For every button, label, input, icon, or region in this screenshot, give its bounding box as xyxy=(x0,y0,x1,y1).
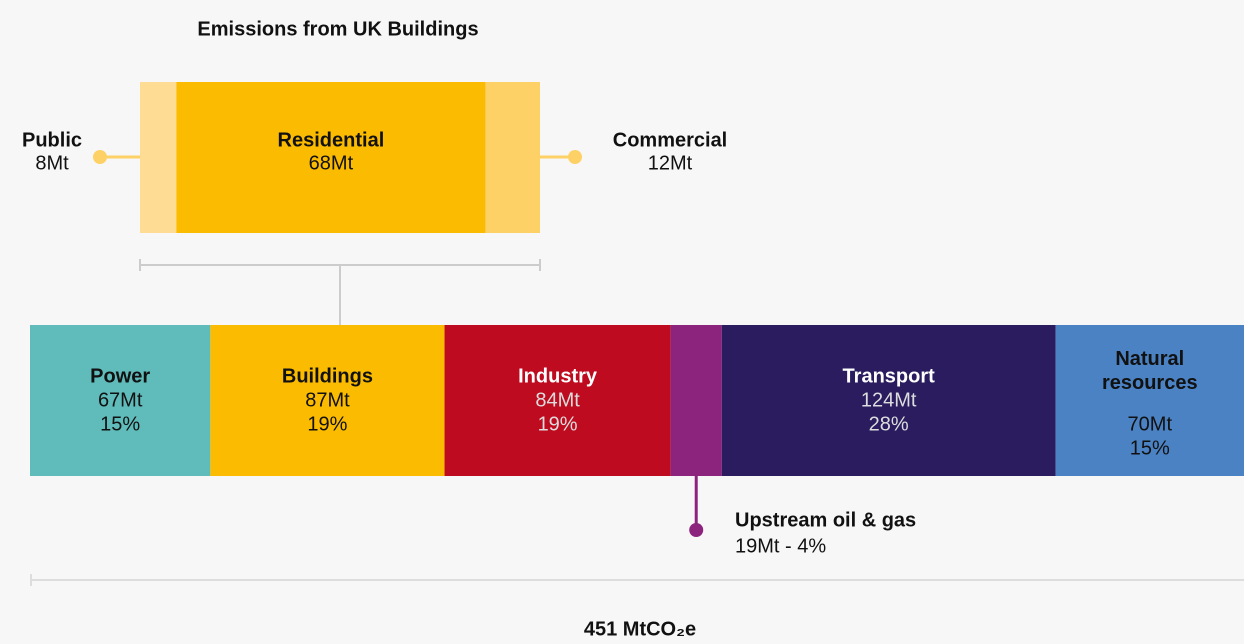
connector-dot xyxy=(93,150,107,164)
segment-percent: 28% xyxy=(869,413,909,435)
segment-label: Commercial xyxy=(613,129,728,151)
chart-title: Emissions from UK Buildings xyxy=(197,18,478,40)
segment-label: Natural resources xyxy=(1102,348,1198,394)
connector-dot xyxy=(568,150,582,164)
segment-label: Industry xyxy=(518,365,598,387)
segment-value: 67Mt xyxy=(98,389,143,411)
segment-value: 124Mt xyxy=(861,389,917,411)
segment-percent: 19% xyxy=(538,413,578,435)
segment-value: 68Mt xyxy=(309,152,354,174)
segment-label: Transport xyxy=(843,365,936,387)
segment-value: 87Mt xyxy=(305,389,350,411)
segment-value: 12Mt xyxy=(648,152,693,174)
segment xyxy=(176,82,486,233)
segment-value: 84Mt xyxy=(535,389,580,411)
segment xyxy=(30,325,211,476)
segment xyxy=(670,325,722,476)
segment-value: 19Mt - 4% xyxy=(735,535,826,557)
segment-value: 8Mt xyxy=(35,152,69,174)
total-label: 451 MtCO₂e xyxy=(584,618,696,640)
segment-label: Public xyxy=(22,129,82,151)
segment xyxy=(140,82,177,233)
segment-percent: 15% xyxy=(1130,437,1170,459)
segment xyxy=(444,325,671,476)
segment xyxy=(721,325,1056,476)
segment-label: Buildings xyxy=(282,365,373,387)
segment xyxy=(485,82,540,233)
segment-value: 70Mt xyxy=(1128,413,1173,435)
segment-label: Power xyxy=(90,365,150,387)
segment-percent: 15% xyxy=(100,413,140,435)
segment xyxy=(1055,325,1244,476)
segment-percent: 19% xyxy=(307,413,347,435)
segment-label: Residential xyxy=(278,129,385,151)
label-line: Natural xyxy=(1115,348,1184,370)
segment xyxy=(210,325,445,476)
callout-dot xyxy=(689,523,704,537)
segment-label: Upstream oil & gas xyxy=(735,509,916,531)
label-line: resources xyxy=(1102,372,1198,394)
